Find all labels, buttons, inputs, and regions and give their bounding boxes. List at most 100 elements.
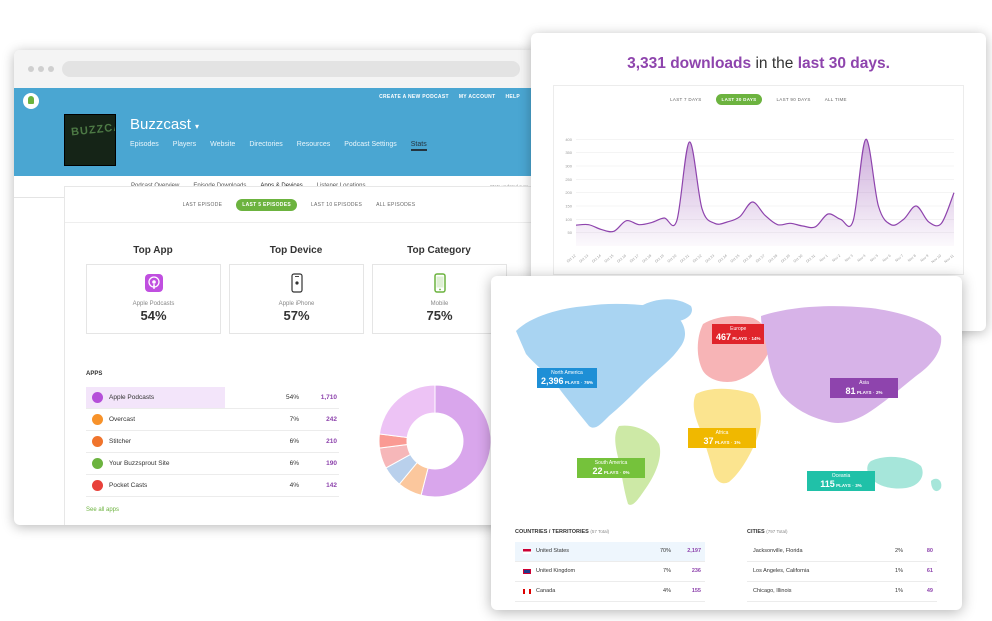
asia-region [761,306,942,423]
nav-resources[interactable]: Resources [296,141,331,148]
top-app-card: Apple Podcasts 54% [86,264,221,334]
table-row[interactable]: Stitcher 6% 210 [86,431,339,453]
tab-last-episode[interactable]: LAST EPISODE [182,201,223,208]
nav-stats[interactable]: Stats [410,141,427,151]
x-tick-label: Oct 16 [616,254,627,264]
tab-last-90-days[interactable]: LAST 90 DAYS [776,97,811,102]
app-pct: 54% [285,394,299,401]
city-count: 49 [926,588,933,594]
x-tick-label: Oct 25 [730,254,741,264]
app-pct: 6% [289,438,299,445]
country-pct: 4% [663,588,671,594]
x-tick-label: Oct 26 [742,254,753,264]
table-row[interactable]: United States 70% 2,197 [515,542,705,562]
app-name: Overcast [109,416,136,423]
window-dot[interactable] [28,66,34,72]
downloads-chart: LAST 7 DAYS LAST 30 DAYS LAST 90 DAYS AL… [553,85,964,275]
africa-tag[interactable]: Africa 37 PLAYS · 1% [688,428,756,448]
table-row[interactable]: Chicago, Illinois 1% 49 [747,582,937,602]
table-row[interactable]: Your Buzzsprout Site 6% 190 [86,453,339,475]
donut-slice[interactable] [420,384,492,498]
browser-window: CREATE A NEW PODCAST MY ACCOUNT HELP BUZ… [14,50,536,525]
country-count: 155 [691,588,701,594]
iphone-icon [290,273,303,293]
buzzsprout-logo-icon[interactable] [23,93,39,109]
x-tick-label: Oct 22 [692,254,703,264]
y-tick-label: 100 [565,217,572,222]
table-row[interactable]: Overcast 7% 242 [86,409,339,431]
window-dot[interactable] [38,66,44,72]
tab-last-5-episodes[interactable]: LAST 5 EPISODES [236,198,297,211]
south-america-tag[interactable]: South America 22 PLAYS · 0% [577,458,645,478]
region-count: 22 [592,466,603,476]
app-name: Your Buzzsprout Site [109,460,170,467]
my-account-link[interactable]: MY ACCOUNT [458,94,496,100]
app-name: Stitcher [109,438,132,445]
downloads-headline: 3,331 downloads in the last 30 days. [531,55,986,73]
nav-players[interactable]: Players [172,141,197,148]
podcast-nav: Episodes Players Website Directories Res… [130,141,427,151]
nav-podcast-settings[interactable]: Podcast Settings [344,141,397,148]
share-bar [86,387,226,408]
top-app-label: Apple Podcasts [132,301,175,307]
region-name: South America [594,460,628,466]
region-pct: 3% [855,483,862,488]
podcast-app-icon [144,274,163,292]
app-pct: 7% [289,416,299,423]
x-tick-label: Nov 10 [931,254,942,264]
tab-all-time[interactable]: ALL TIME [824,97,847,102]
create-podcast-link[interactable]: CREATE A NEW PODCAST [379,94,449,100]
top-category-value: 75% [426,308,453,323]
tab-last-7-days[interactable]: LAST 7 DAYS [670,97,702,102]
downloads-period: last 30 days. [797,55,890,72]
table-row[interactable]: Canada 4% 155 [515,582,705,602]
window-dot[interactable] [48,66,54,72]
x-tick-label: Oct 21 [679,254,690,264]
table-row[interactable]: Apple Podcasts 54% 1,710 [86,387,339,409]
asia-tag[interactable]: Asia 81 PLAYS · 2% [830,378,898,398]
nav-website[interactable]: Website [210,141,236,148]
address-bar[interactable] [62,61,520,77]
city-pct: 1% [895,588,903,594]
x-tick-label: Oct 20 [667,254,678,264]
city-name: Los Angeles, California [753,568,810,574]
table-row[interactable]: Los Angeles, California 1% 61 [747,562,937,582]
browser-chrome [14,50,536,88]
see-all-apps-link[interactable]: See all apps [86,507,120,513]
oceania-tag[interactable]: Oceania 115 PLAYS · 3% [807,471,875,491]
canada-flag-icon [523,589,531,594]
downloads-area-fill [576,139,954,246]
country-name: United States [536,548,570,554]
x-tick-label: Oct 31 [805,254,816,264]
europe-tag[interactable]: Europe 467 PLAYS · 14% [712,324,765,344]
region-name: Asia [859,380,869,386]
table-row[interactable]: Pocket Casts 4% 142 [86,475,339,497]
mobile-icon [433,273,446,293]
nav-episodes[interactable]: Episodes [130,141,159,148]
table-row[interactable]: Jacksonville, Florida 2% 80 [747,542,937,562]
countries-table: United States 70% 2,197 United Kingdom 7… [515,542,705,602]
x-tick-label: Oct 30 [793,254,804,264]
podcast-title[interactable]: Buzzcast ▾ [130,116,199,133]
app-count: 210 [326,438,337,445]
region-count: 467 [716,332,732,342]
table-row[interactable]: United Kingdom 7% 236 [515,562,705,582]
x-tick-label: Nov 1 [819,254,829,263]
region-unit: PLAYS [564,380,580,385]
x-tick-label: Oct 28 [768,254,779,264]
tab-last-30-days[interactable]: LAST 30 DAYS [715,94,763,105]
tab-last-10-episodes[interactable]: LAST 10 EPISODES [310,201,363,208]
greenland-region [641,299,692,322]
top-links: CREATE A NEW PODCAST MY ACCOUNT HELP [379,94,520,100]
city-count: 80 [926,548,933,554]
help-link[interactable]: HELP [505,94,520,100]
cover-text: BUZZCAST [70,119,116,139]
chevron-down-icon[interactable]: ▾ [195,122,200,131]
nav-directories[interactable]: Directories [249,141,283,148]
y-tick-label: 350 [565,150,572,155]
region-unit: PLAYS [836,483,851,488]
donut-slice[interactable] [378,384,436,439]
north-america-tag[interactable]: North America 2,396 PLAYS · 76% [537,368,597,388]
x-tick-label: Oct 24 [717,254,728,264]
tab-all-episodes[interactable]: ALL EPISODES [376,201,416,208]
